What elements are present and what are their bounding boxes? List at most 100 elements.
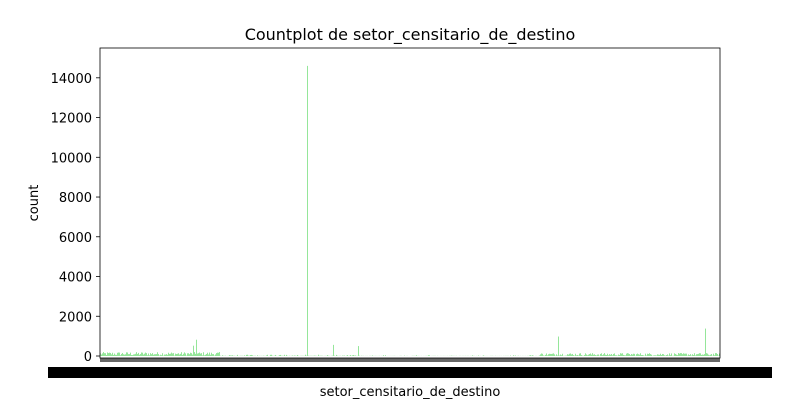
bar (602, 355, 603, 356)
bar (692, 354, 693, 356)
chart-title: Countplot de setor_censitario_de_destino (245, 25, 576, 45)
bar (702, 354, 703, 356)
bar (297, 354, 298, 356)
bar (198, 353, 199, 356)
bar (613, 353, 614, 356)
bar (601, 353, 602, 356)
bar (641, 355, 642, 356)
bar (305, 354, 306, 356)
bar (154, 354, 155, 356)
bar (697, 354, 698, 356)
bar (557, 355, 558, 356)
bar (686, 353, 687, 356)
bar (579, 353, 580, 356)
bar (428, 355, 429, 356)
bar (670, 355, 671, 356)
bar (584, 354, 585, 356)
bar (587, 355, 588, 356)
bar (164, 354, 165, 356)
bar (543, 355, 544, 356)
bar (653, 355, 654, 356)
bar (578, 355, 579, 356)
bar (189, 354, 190, 356)
bar (532, 355, 533, 356)
bar (706, 353, 707, 356)
y-tick-label: 8000 (59, 191, 92, 206)
y-tick-label: 0 (84, 350, 92, 365)
bar (545, 354, 546, 356)
bar (478, 355, 479, 356)
bar (197, 353, 198, 356)
bar (190, 352, 191, 356)
bar (586, 354, 587, 356)
bar (540, 354, 541, 356)
bar (179, 354, 180, 356)
bar (219, 352, 220, 356)
bar (429, 355, 430, 356)
bar (704, 354, 705, 356)
bar (170, 353, 171, 356)
bar (549, 353, 550, 356)
bar (115, 354, 116, 356)
bar (216, 353, 217, 356)
bar (607, 353, 608, 356)
bar (182, 354, 183, 356)
bar (569, 353, 570, 356)
bar (708, 354, 709, 356)
bar (651, 354, 652, 356)
bar (710, 354, 711, 356)
bar (229, 355, 230, 356)
bar (659, 354, 660, 356)
bar (136, 352, 137, 356)
bar (611, 353, 612, 356)
bar (166, 354, 167, 356)
bar (572, 353, 573, 356)
bar (157, 352, 158, 356)
bar (606, 354, 607, 356)
bar (616, 355, 617, 356)
bar (627, 353, 628, 356)
bar (213, 354, 214, 356)
bar (656, 355, 657, 356)
bar (637, 353, 638, 356)
bar (633, 353, 634, 356)
bar (138, 352, 139, 356)
bar (270, 354, 271, 356)
bar (147, 355, 148, 356)
bar (679, 353, 680, 356)
bar (266, 355, 267, 356)
bar (643, 355, 644, 356)
bar (513, 355, 514, 356)
bar (127, 352, 128, 356)
bar (178, 353, 179, 356)
bar (588, 354, 589, 356)
bar (671, 353, 672, 356)
bar (559, 355, 560, 356)
bars-group (100, 65, 720, 356)
bar (622, 353, 623, 356)
bar (355, 355, 356, 356)
bar (205, 354, 206, 356)
bar (128, 354, 129, 356)
bar (575, 353, 576, 356)
bar (597, 354, 598, 356)
bar (530, 355, 531, 356)
bar (684, 353, 685, 356)
bar (153, 354, 154, 356)
bar (383, 355, 384, 356)
bar (556, 354, 557, 356)
bar (600, 353, 601, 356)
bar (657, 354, 658, 356)
bar (103, 352, 104, 356)
bar (267, 354, 268, 356)
bar (102, 353, 103, 356)
bar (201, 353, 202, 356)
bar (142, 352, 143, 356)
y-tick-label: 2000 (59, 310, 92, 325)
bar (705, 328, 706, 356)
bar (123, 354, 124, 356)
bar (717, 354, 718, 356)
bar (714, 355, 715, 356)
bar (119, 352, 120, 356)
bar (573, 355, 574, 356)
